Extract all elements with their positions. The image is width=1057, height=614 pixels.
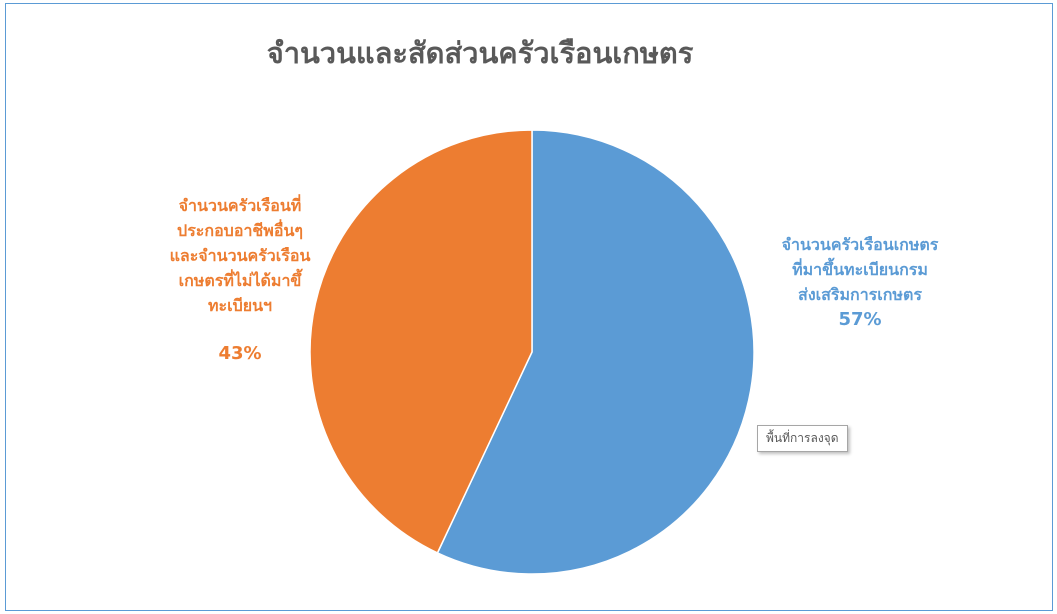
plot-area-tooltip: พื้นที่การลงจุด bbox=[757, 425, 848, 452]
pie-slice-blue[interactable] bbox=[436, 129, 755, 575]
label-line: ประกอบอาชีพอื่นๆ bbox=[177, 221, 303, 240]
label-line: ที่มาขึ้นทะเบียนกรม bbox=[792, 260, 928, 279]
label-line: ส่งเสริมการเกษตร bbox=[798, 285, 922, 304]
chart-title: จำนวนและสัดส่วนครัวเรือนเกษตร bbox=[266, 36, 694, 70]
label-line: เกษตรที่ไม่ได้มาขึ้ bbox=[178, 271, 302, 290]
data-label-orange: จำนวนครัวเรือนที่ ประกอบอาชีพอื่นๆ และจำ… bbox=[130, 193, 350, 366]
label-line: และจำนวนครัวเรือน bbox=[169, 246, 311, 265]
data-label-blue: จำนวนครัวเรือนเกษตร ที่มาขึ้นทะเบียนกรม … bbox=[745, 232, 975, 332]
label-line: จำนวนครัวเรือนที่ bbox=[178, 196, 302, 215]
label-line: ทะเบียนฯ bbox=[207, 296, 273, 315]
pie-slice-orange[interactable] bbox=[309, 129, 533, 554]
data-label-percent: 43% bbox=[218, 343, 262, 364]
label-line: จำนวนครัวเรือนเกษตร bbox=[781, 235, 939, 254]
data-label-percent: 57% bbox=[838, 309, 882, 330]
